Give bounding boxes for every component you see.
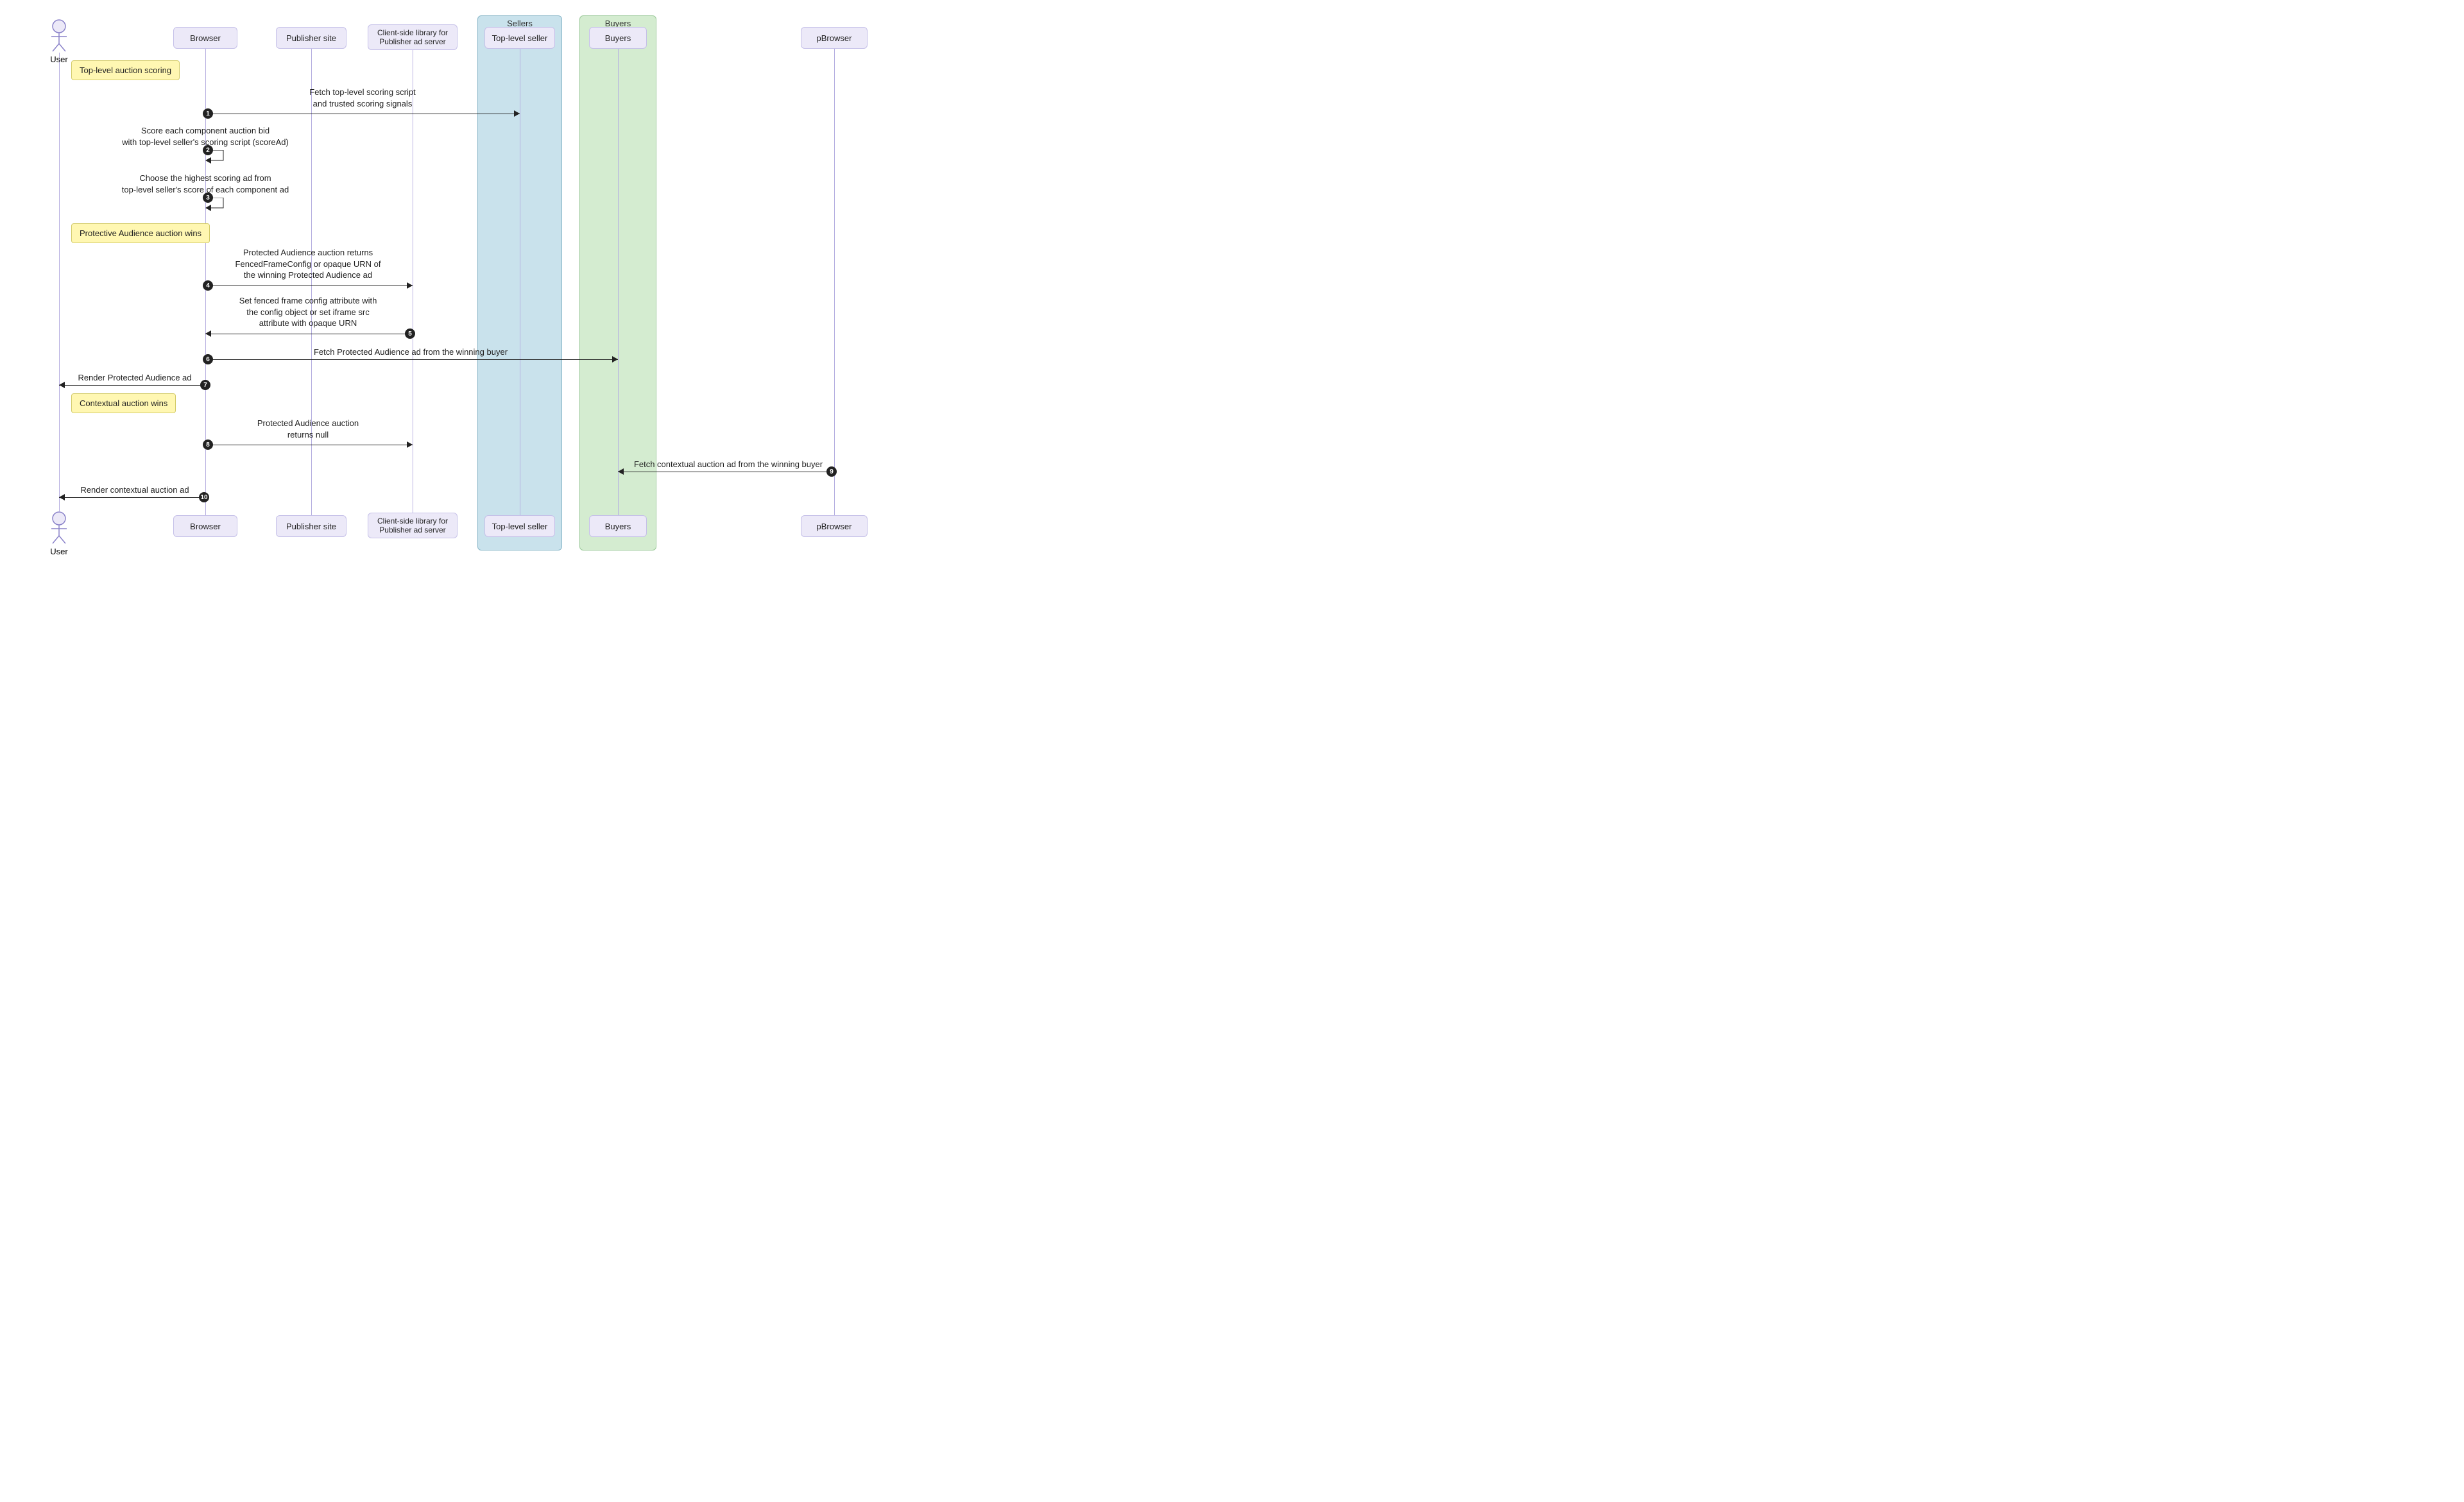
lifeline-buyers bbox=[618, 48, 619, 515]
msg8-label: Protected Audience auctionreturns null bbox=[231, 418, 385, 440]
participant-buyers-bottom: Buyers bbox=[589, 515, 647, 537]
lifeline-pbrowser bbox=[834, 48, 835, 515]
msg5-label: Set fenced frame config attribute withth… bbox=[221, 295, 395, 329]
participant-clientlib-top: Client-side library for Publisher ad ser… bbox=[368, 24, 458, 50]
actor-user-bottom: User bbox=[46, 511, 72, 556]
msg4-num: 4 bbox=[203, 280, 213, 291]
user-icon bbox=[46, 511, 72, 545]
msg8-arrowhead bbox=[407, 441, 413, 448]
msg1-num: 1 bbox=[203, 108, 213, 119]
msg3-label: Choose the highest scoring ad fromtop-le… bbox=[109, 173, 302, 195]
msg2-label: Score each component auction bidwith top… bbox=[116, 125, 295, 148]
msg10-arrow bbox=[59, 497, 205, 498]
msg1-arrowhead bbox=[514, 110, 520, 117]
participant-tlseller-bottom: Top-level seller bbox=[484, 515, 555, 537]
msg7-label: Render Protected Audience ad bbox=[71, 372, 199, 384]
msg3-num: 3 bbox=[203, 192, 213, 203]
msg10-label: Render contextual auction ad bbox=[67, 484, 202, 496]
msg8-num: 8 bbox=[203, 440, 213, 450]
actor-user-top: User bbox=[46, 19, 72, 64]
msg9-num: 9 bbox=[826, 466, 837, 477]
msg7-arrowhead bbox=[59, 382, 65, 388]
msg6-arrow bbox=[205, 359, 618, 360]
msg9-label: Fetch contextual auction ad from the win… bbox=[622, 459, 834, 470]
msg10-arrowhead bbox=[59, 494, 65, 500]
lifeline-user bbox=[59, 53, 60, 511]
participant-pbrowser-top: pBrowser bbox=[801, 27, 868, 49]
participant-pbrowser-bottom: pBrowser bbox=[801, 515, 868, 537]
msg10-num: 10 bbox=[199, 492, 209, 502]
msg7-num: 7 bbox=[200, 380, 210, 390]
msg6-label: Fetch Protected Audience ad from the win… bbox=[289, 346, 533, 358]
msg2-num: 2 bbox=[203, 145, 213, 155]
msg6-num: 6 bbox=[203, 354, 213, 364]
actor-user-bottom-label: User bbox=[46, 547, 72, 556]
msg1-label: Fetch top-level scoring scriptand truste… bbox=[250, 87, 475, 109]
msg4-label: Protected Audience auction returnsFenced… bbox=[225, 247, 391, 281]
msg5-arrowhead bbox=[205, 330, 211, 337]
participant-publisher-bottom: Publisher site bbox=[276, 515, 346, 537]
note-protective-wins: Protective Audience auction wins bbox=[71, 223, 210, 243]
user-icon bbox=[46, 19, 72, 53]
note-top-level-scoring: Top-level auction scoring bbox=[71, 60, 180, 80]
msg7-arrow bbox=[59, 385, 205, 386]
note-contextual-wins: Contextual auction wins bbox=[71, 393, 176, 413]
msg4-arrowhead bbox=[407, 282, 413, 289]
participant-clientlib-bottom: Client-side library for Publisher ad ser… bbox=[368, 513, 458, 538]
msg9-arrowhead bbox=[618, 468, 624, 475]
participant-buyers-top: Buyers bbox=[589, 27, 647, 49]
participant-publisher-top: Publisher site bbox=[276, 27, 346, 49]
participant-browser-top: Browser bbox=[173, 27, 237, 49]
participant-browser-bottom: Browser bbox=[173, 515, 237, 537]
actor-user-top-label: User bbox=[46, 55, 72, 64]
msg6-arrowhead bbox=[612, 356, 618, 363]
participant-tlseller-top: Top-level seller bbox=[484, 27, 555, 49]
msg5-num: 5 bbox=[405, 329, 415, 339]
